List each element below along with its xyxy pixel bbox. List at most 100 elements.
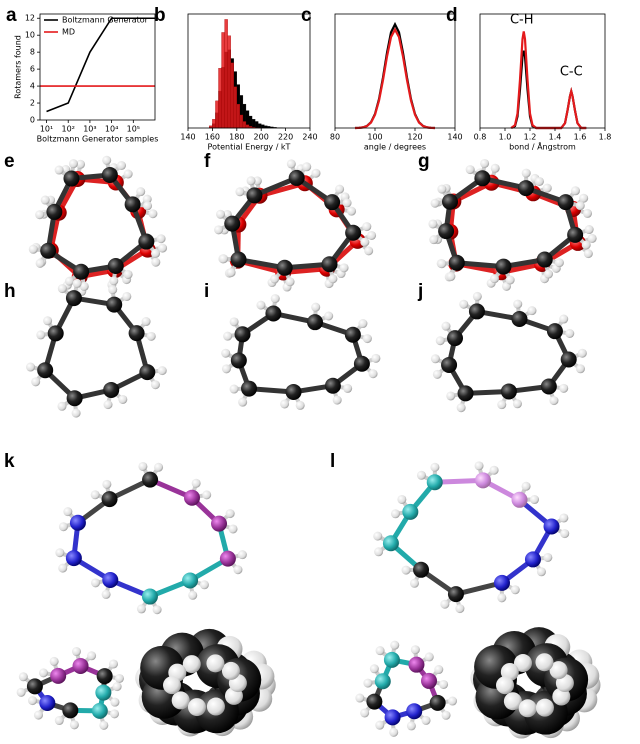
hydrogen-atom: [102, 479, 112, 489]
hydrogen-atom: [138, 461, 148, 471]
hydrogen-atom: [584, 225, 594, 235]
hydrogen-atom: [559, 513, 569, 523]
hydrogen-atom: [536, 567, 546, 577]
hydrogen-atom: [270, 274, 280, 284]
hydrogen-atom: [216, 209, 226, 219]
atom: [429, 694, 446, 711]
hydrogen-atom: [18, 672, 28, 682]
chart-panel: b 140 160 180 200 220 240 Potential Energy / kT: [154, 5, 318, 151]
hydrogen-atom: [448, 696, 458, 706]
molecule: [355, 640, 458, 737]
hydrogen-atom: [270, 294, 280, 304]
hydrogen-atom: [375, 720, 385, 730]
hydrogen-atom: [187, 698, 206, 717]
hydrogen-atom: [311, 168, 321, 178]
hydrogen-atom: [280, 399, 290, 409]
hydrogen-atom: [35, 258, 45, 268]
hydrogen-atom: [206, 697, 225, 716]
hydrogen-atom: [229, 317, 239, 327]
panel-label: g: [418, 151, 430, 172]
x-tick-label: 1.2: [524, 133, 537, 142]
hydrogen-atom: [157, 366, 167, 376]
hydrogen-atom: [57, 284, 67, 294]
atom: [37, 362, 54, 379]
hydrogen-atom: [530, 495, 540, 505]
x-tick-label: 100: [367, 133, 382, 142]
atom: [285, 383, 302, 400]
panel-label: i: [204, 281, 209, 302]
hydrogen-atom: [549, 661, 568, 680]
hydrogen-atom: [496, 676, 515, 695]
hydrogen-atom: [429, 235, 439, 245]
hydrogen-atom: [373, 531, 383, 541]
hydrogen-atom: [221, 364, 231, 374]
atom: [540, 378, 557, 395]
hydrogen-atom: [109, 276, 119, 286]
hydrogen-atom: [441, 321, 451, 331]
histogram-bar: [245, 124, 250, 129]
hydrogen-atom: [182, 655, 201, 674]
axes-frame: [39, 13, 156, 121]
atom: [324, 194, 341, 211]
hydrogen-atom: [152, 605, 162, 615]
hydrogen-atom: [16, 687, 26, 697]
hydrogen-atom: [158, 243, 168, 253]
atom: [69, 514, 86, 531]
series-line: [510, 50, 587, 130]
x-tick-label: 10¹: [40, 125, 53, 134]
hydrogen-atom: [324, 311, 334, 321]
hydrogen-atom: [369, 664, 379, 674]
hydrogen-atom: [360, 708, 370, 718]
atom: [91, 702, 108, 719]
hydrogen-atom: [347, 206, 357, 216]
atom: [103, 381, 120, 398]
atom: [39, 694, 56, 711]
chart-panel: c 80 100 120 140 angle / degrees: [301, 5, 463, 151]
atom: [511, 310, 528, 327]
molecule: [214, 159, 372, 287]
atom: [402, 503, 419, 520]
panel-label: k: [4, 451, 15, 472]
hydrogen-atom: [435, 336, 445, 346]
hydrogen-atom: [136, 187, 146, 197]
atom: [219, 550, 236, 567]
hydrogen-atom: [69, 720, 79, 730]
atom: [265, 305, 282, 322]
y-tick-label: 6: [30, 65, 35, 74]
atom: [230, 352, 247, 369]
hydrogen-atom: [122, 291, 132, 301]
hydrogen-atom: [513, 654, 532, 673]
atom: [182, 572, 199, 589]
atom: [50, 667, 67, 684]
hydrogen-atom: [474, 461, 484, 471]
hydrogen-atom: [549, 396, 559, 406]
hydrogen-atom: [437, 184, 447, 194]
molecule: [428, 158, 594, 285]
atom: [495, 258, 512, 275]
atom: [366, 693, 383, 710]
hydrogen-atom: [90, 490, 100, 500]
atom: [382, 535, 399, 552]
atom: [224, 215, 241, 232]
hydrogen-atom: [117, 161, 127, 171]
atom: [141, 588, 158, 605]
x-tick-label: 140: [180, 133, 195, 142]
x-axis-label: angle / degrees: [364, 143, 426, 152]
x-tick-label: 10³: [83, 125, 96, 134]
hydrogen-atom: [148, 209, 158, 219]
hydrogen-atom: [118, 394, 128, 404]
hydrogen-atom: [58, 563, 68, 573]
hydrogen-atom: [432, 369, 442, 379]
atom: [321, 256, 338, 273]
atom: [421, 672, 438, 689]
hydrogen-atom: [311, 302, 321, 312]
hydrogen-atom: [559, 314, 569, 324]
atom: [142, 471, 159, 488]
hydrogen-atom: [430, 462, 440, 472]
atom: [344, 326, 361, 343]
hydrogen-atom: [285, 277, 295, 287]
atom: [406, 703, 423, 720]
atom: [374, 673, 391, 690]
hydrogen-atom: [221, 348, 231, 358]
atom: [72, 657, 89, 674]
